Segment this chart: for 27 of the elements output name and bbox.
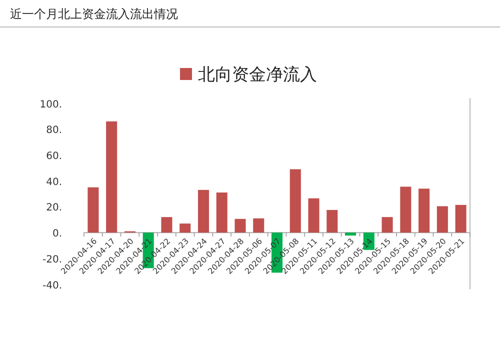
bar <box>161 217 172 233</box>
legend-label: 北向资金净流入 <box>198 65 317 85</box>
y-tick-label: 0. <box>52 228 62 240</box>
y-tick-label: -40. <box>42 280 62 292</box>
bar <box>234 218 246 233</box>
bar <box>308 198 320 233</box>
bar <box>88 187 99 233</box>
bar <box>290 169 301 233</box>
bar <box>326 210 338 233</box>
y-tick-label: 40. <box>46 176 62 188</box>
bar <box>382 217 393 233</box>
bar <box>216 192 228 233</box>
y-tick-label: 60. <box>46 151 62 162</box>
bar <box>436 206 448 233</box>
bar <box>180 224 191 233</box>
bar <box>400 186 412 233</box>
y-tick-label: -20. <box>42 254 62 266</box>
y-tick-label: 20. <box>46 202 62 214</box>
bar <box>418 188 430 233</box>
y-tick-label: 80. <box>46 125 62 136</box>
bar <box>106 121 118 233</box>
bar <box>253 218 264 233</box>
bar <box>455 204 466 233</box>
bar <box>198 190 209 233</box>
bar <box>345 232 356 236</box>
y-tick-label: 100. <box>40 99 62 110</box>
chart-title: 近一个月北上资金流入流出情况 <box>10 7 178 21</box>
